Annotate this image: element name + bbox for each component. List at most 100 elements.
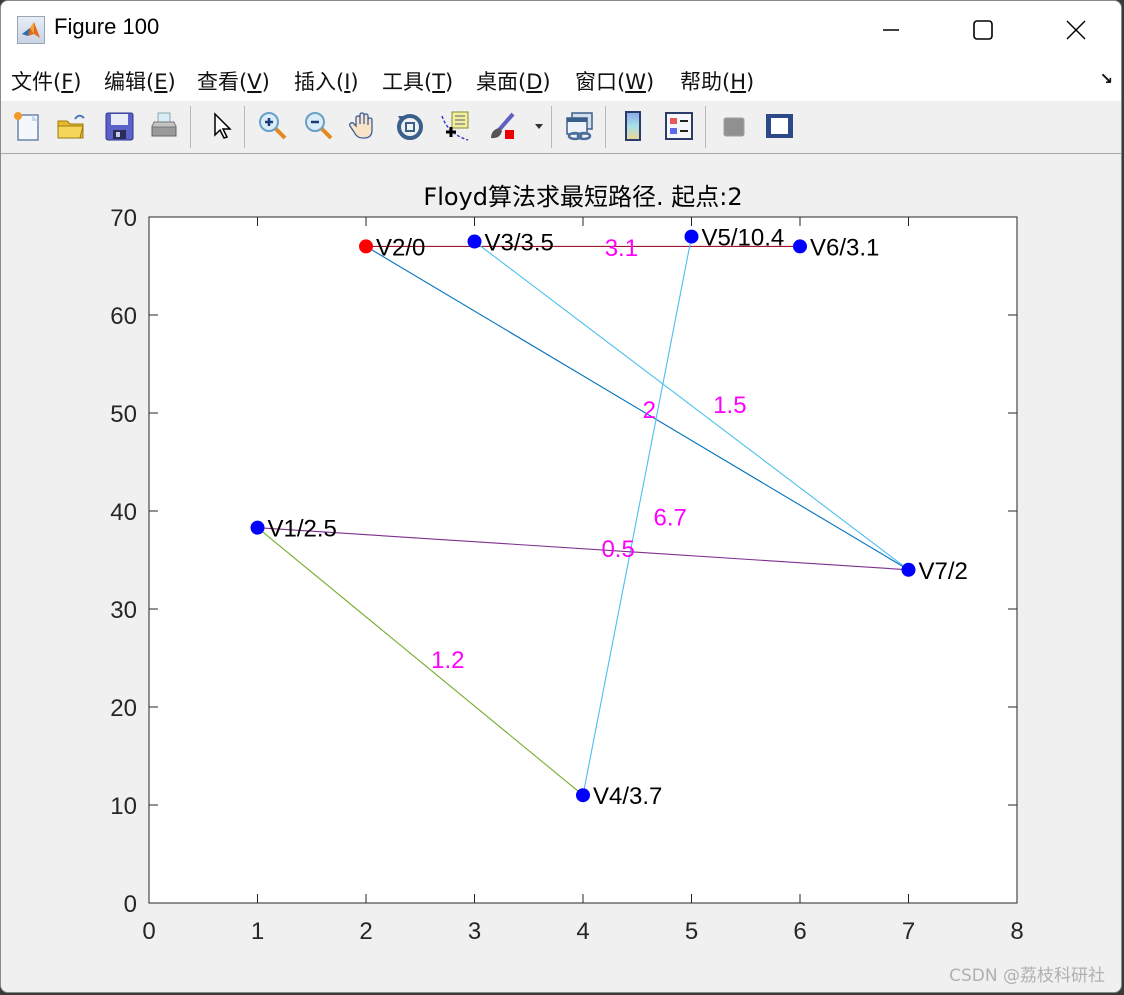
legend-icon bbox=[665, 112, 693, 140]
figure-canvas: 0 1 2 3 4 5 6 7 8 0 10 20 30 40 50 60 70 Floyd算法求最短路径. 起点… bbox=[1, 154, 1122, 993]
open-file-button[interactable] bbox=[53, 108, 89, 144]
graph-edge bbox=[257, 527, 584, 796]
menu-window[interactable]: 窗口(W) bbox=[575, 70, 655, 94]
link-plot-icon bbox=[566, 112, 593, 141]
graph-edge bbox=[474, 241, 909, 571]
zoom-in-icon bbox=[259, 112, 287, 140]
close-button[interactable] bbox=[1046, 1, 1106, 59]
rotate-3d-icon bbox=[397, 114, 423, 140]
plot-axes[interactable]: 0 1 2 3 4 5 6 7 8 0 10 20 30 40 50 60 70 Floyd算法求最短路径. 起点… bbox=[1, 154, 1122, 993]
watermark: CSDN @荔枝科研社 bbox=[949, 966, 1105, 986]
print-figure-button[interactable] bbox=[146, 108, 182, 144]
toolbar-separator bbox=[705, 106, 706, 148]
hand-icon bbox=[349, 112, 373, 139]
hide-plot-tools-button[interactable] bbox=[715, 108, 751, 144]
insert-legend-button[interactable] bbox=[661, 108, 697, 144]
x-tick-label: 1 bbox=[251, 918, 264, 945]
zoom-in-button[interactable] bbox=[255, 108, 291, 144]
graph-node-marker[interactable] bbox=[250, 520, 265, 535]
graph-edge bbox=[257, 527, 909, 571]
new-figure-button[interactable] bbox=[9, 108, 45, 144]
y-tick-label: 30 bbox=[110, 597, 137, 624]
printer-icon bbox=[151, 112, 177, 137]
minimize-button[interactable] bbox=[861, 1, 921, 59]
y-tick-label: 0 bbox=[124, 891, 137, 918]
node-label: V5/10.4 bbox=[702, 225, 785, 252]
y-tick-label: 70 bbox=[110, 205, 137, 232]
graph-node-marker[interactable] bbox=[793, 239, 807, 254]
figure-toolbar bbox=[1, 101, 1121, 154]
x-tick-label: 6 bbox=[793, 918, 806, 945]
show-plot-tools-button[interactable] bbox=[761, 108, 797, 144]
toolbar-separator bbox=[551, 106, 552, 148]
edge-weight-label: 2 bbox=[643, 397, 656, 424]
close-icon bbox=[1066, 20, 1086, 40]
graph-node-marker[interactable] bbox=[467, 234, 482, 249]
graph-node-marker[interactable] bbox=[901, 562, 916, 577]
window-title: Figure 100 bbox=[54, 14, 160, 39]
graph-node-marker[interactable] bbox=[576, 788, 590, 803]
graph-edge bbox=[365, 245, 909, 571]
x-tick-label: 0 bbox=[142, 918, 155, 945]
menu-insert[interactable]: 插入(I) bbox=[294, 70, 359, 94]
menu-help[interactable]: 帮助(H) bbox=[680, 70, 755, 94]
rotate-3d-button[interactable] bbox=[392, 108, 428, 144]
maximize-button[interactable] bbox=[953, 1, 1013, 59]
dock-figure-icon[interactable]: ↘ bbox=[1099, 69, 1113, 88]
menu-view[interactable]: 查看(V) bbox=[197, 70, 270, 94]
y-tick-label: 10 bbox=[110, 793, 137, 820]
hide-tools-icon bbox=[723, 117, 745, 137]
zoom-out-icon bbox=[305, 112, 333, 140]
y-tick-label: 60 bbox=[110, 303, 137, 330]
x-tick-label: 8 bbox=[1010, 918, 1023, 945]
brush-dropdown-button[interactable] bbox=[529, 108, 549, 144]
graph-node-marker[interactable] bbox=[684, 229, 699, 244]
insert-colorbar-button[interactable] bbox=[615, 108, 651, 144]
minimize-icon bbox=[883, 29, 899, 31]
brush-button[interactable] bbox=[485, 108, 521, 144]
show-tools-icon bbox=[766, 114, 793, 138]
node-label: V4/3.7 bbox=[593, 783, 662, 810]
x-tick-label: 5 bbox=[685, 918, 698, 945]
node-label: V3/3.5 bbox=[485, 230, 554, 257]
graph-node-marker[interactable] bbox=[359, 239, 373, 254]
save-disk-icon bbox=[105, 112, 134, 141]
x-tick-label: 7 bbox=[902, 918, 915, 945]
toolbar-separator bbox=[190, 106, 191, 148]
title-bar[interactable]: Figure 100 bbox=[1, 1, 1121, 59]
menu-file[interactable]: 文件(F) bbox=[11, 70, 82, 94]
edge-weight-label: 0.5 bbox=[601, 536, 634, 563]
node-label: V2/0 bbox=[376, 234, 425, 261]
node-label: V7/2 bbox=[919, 558, 968, 585]
toolbar-separator bbox=[244, 106, 245, 148]
x-tick-label: 2 bbox=[359, 918, 372, 945]
edit-plot-button[interactable] bbox=[203, 108, 239, 144]
new-file-icon bbox=[14, 112, 39, 141]
data-cursor-button[interactable] bbox=[438, 108, 474, 144]
link-plot-button[interactable] bbox=[561, 108, 597, 144]
open-folder-icon bbox=[57, 114, 85, 139]
edge-weight-label: 1.5 bbox=[713, 392, 746, 419]
menu-desktop[interactable]: 桌面(D) bbox=[476, 70, 551, 94]
maximize-icon bbox=[973, 20, 993, 40]
y-tick-label: 20 bbox=[110, 695, 137, 722]
pan-button[interactable] bbox=[346, 108, 382, 144]
save-figure-button[interactable] bbox=[101, 108, 137, 144]
graph-edge bbox=[582, 236, 693, 796]
chevron-down-icon bbox=[535, 124, 543, 129]
arrow-cursor-icon bbox=[214, 112, 232, 139]
chart-title: Floyd算法求最短路径. 起点:2 bbox=[423, 183, 742, 211]
menu-tools[interactable]: 工具(T) bbox=[382, 70, 454, 94]
edge-weight-label: 1.2 bbox=[431, 647, 464, 674]
y-tick-label: 40 bbox=[110, 499, 137, 526]
matlab-logo-icon bbox=[17, 16, 45, 44]
edge-weight-label: 6.7 bbox=[654, 505, 687, 532]
y-tick-label: 50 bbox=[110, 401, 137, 428]
node-label: V1/2.5 bbox=[268, 516, 337, 543]
edge-weight-label: 3.1 bbox=[605, 235, 638, 262]
menu-edit[interactable]: 编辑(E) bbox=[104, 70, 176, 94]
node-label: V6/3.1 bbox=[810, 234, 879, 261]
brush-icon bbox=[491, 112, 515, 139]
zoom-out-button[interactable] bbox=[301, 108, 337, 144]
